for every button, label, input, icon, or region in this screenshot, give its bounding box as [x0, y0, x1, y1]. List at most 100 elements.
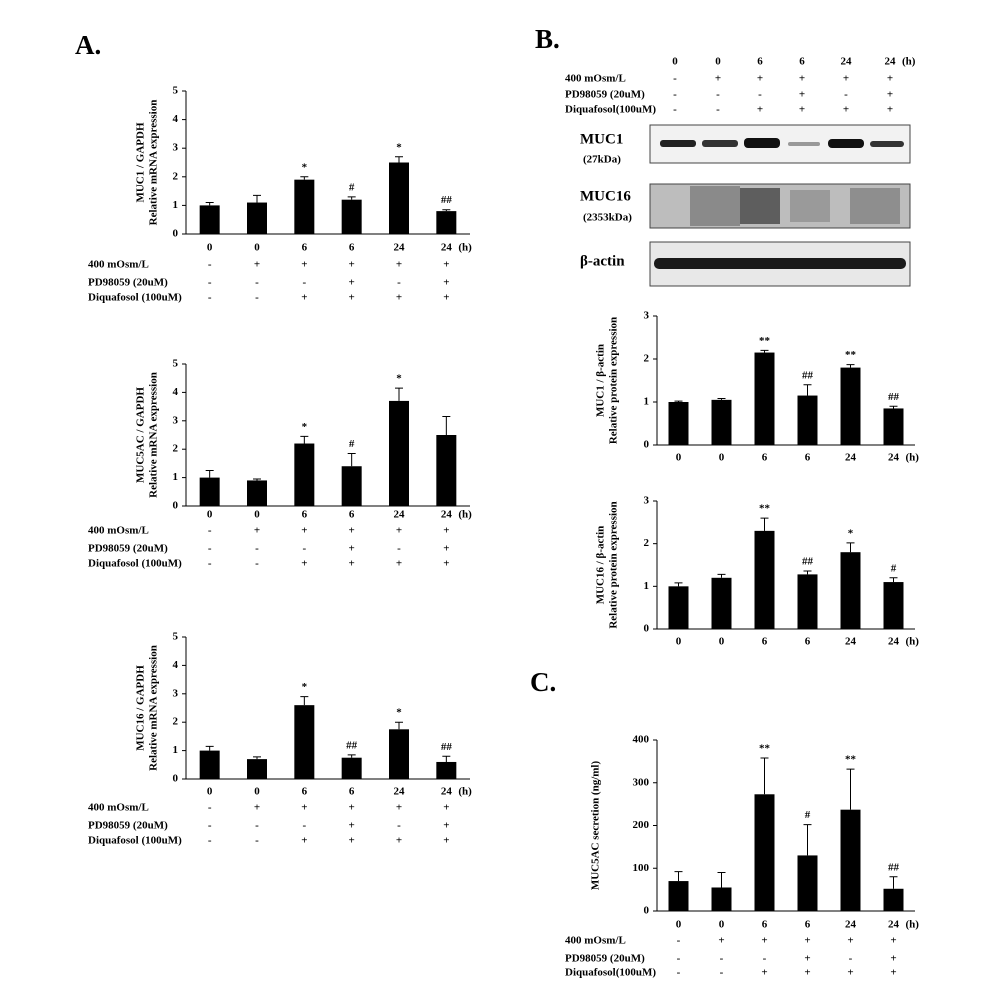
- condition-sign: +: [349, 292, 355, 304]
- bar: [797, 395, 818, 445]
- x-tick-label: 6: [302, 242, 308, 254]
- condition-sign: +: [443, 802, 449, 814]
- error-bar: [347, 196, 356, 200]
- x-tick-label: 24: [845, 452, 857, 464]
- y-tick-label: 0: [644, 905, 650, 917]
- condition-sign: -: [397, 277, 401, 289]
- y-tick-label: 2: [173, 170, 179, 182]
- condition-sign: +: [804, 935, 810, 947]
- condition-sign: +: [847, 935, 853, 947]
- x-tick-label: 6: [349, 242, 355, 254]
- condition-sign: +: [799, 104, 805, 116]
- error-bar: [674, 871, 683, 882]
- panel-label: B.: [535, 24, 560, 54]
- condition-sign: +: [349, 259, 355, 271]
- y-tick-label: 1: [173, 744, 179, 756]
- condition-sign: -: [397, 820, 401, 832]
- x-tick-label: 0: [207, 786, 213, 798]
- condition-label: Diquafosol (100uM): [88, 835, 182, 847]
- condition-sign: -: [302, 820, 306, 832]
- condition-sign: +: [443, 259, 449, 271]
- bar: [199, 477, 220, 506]
- x-tick-label: 0: [676, 636, 682, 648]
- x-tick-label: 0: [719, 452, 725, 464]
- x-tick-label: 0: [254, 242, 260, 254]
- condition-sign: -: [208, 802, 212, 814]
- y-tick-label: 3: [644, 495, 650, 507]
- bar: [883, 582, 904, 629]
- condition-sign: +: [301, 525, 307, 537]
- condition-sign: +: [349, 802, 355, 814]
- significance-mark: **: [845, 349, 857, 361]
- x-tick-label: 24: [888, 919, 900, 931]
- y-axis-label: MUC16 / GAPDH: [135, 665, 147, 751]
- error-bar: [253, 478, 261, 481]
- x-tick-label: 24: [845, 919, 857, 931]
- bar: [711, 399, 732, 445]
- error-bar: [760, 517, 769, 531]
- condition-sign: -: [677, 953, 681, 965]
- x-tick-label: 0: [719, 636, 725, 648]
- condition-sign: -: [673, 89, 677, 101]
- blot-smear: [790, 190, 830, 222]
- condition-sign: -: [255, 820, 259, 832]
- significance-mark: *: [302, 421, 308, 433]
- x-tick-label: 0: [254, 786, 260, 798]
- significance-mark: **: [759, 335, 771, 347]
- x-unit: (h): [458, 242, 472, 254]
- condition-sign: +: [254, 525, 260, 537]
- blot-row-label: β-actin: [580, 253, 625, 269]
- condition-sign: +: [349, 525, 355, 537]
- condition-sign: +: [718, 935, 724, 947]
- condition-sign: +: [396, 292, 402, 304]
- significance-mark: *: [396, 707, 402, 719]
- bar: [436, 761, 457, 779]
- bar: [199, 205, 220, 234]
- condition-sign: -: [677, 967, 681, 979]
- y-axis-label: MUC1 / GAPDH: [135, 122, 147, 202]
- error-bar: [846, 364, 855, 368]
- panel-label: A.: [75, 30, 101, 60]
- y-tick-label: 0: [173, 228, 179, 240]
- x-unit: (h): [458, 509, 472, 521]
- condition-sign: -: [302, 277, 306, 289]
- y-axis-label: MUC5AC / GAPDH: [135, 387, 147, 483]
- y-axis-label: Relative mRNA expression: [148, 100, 160, 226]
- blot-smear: [850, 188, 900, 224]
- error-bar: [846, 768, 855, 810]
- condition-sign: -: [255, 558, 259, 570]
- y-tick-label: 3: [173, 687, 179, 699]
- bar: [247, 480, 267, 506]
- condition-sign: -: [758, 89, 762, 101]
- bar: [840, 552, 861, 629]
- blot-images: [649, 124, 911, 287]
- condition-sign: -: [763, 953, 767, 965]
- condition-sign: +: [443, 543, 449, 555]
- error-bar: [803, 570, 812, 575]
- bar: [294, 443, 315, 506]
- bar: [797, 574, 818, 629]
- bar: [754, 530, 775, 629]
- x-tick-label: 6: [805, 452, 811, 464]
- error-bar: [846, 542, 855, 553]
- condition-sign: +: [847, 967, 853, 979]
- condition-label: 400 mOsm/L: [88, 525, 149, 537]
- error-bar: [347, 452, 356, 467]
- blot-unit: (h): [902, 56, 916, 68]
- x-unit: (h): [906, 919, 920, 931]
- condition-sign: +: [443, 525, 449, 537]
- x-tick-label: 24: [394, 242, 406, 254]
- condition-sign: +: [349, 277, 355, 289]
- condition-sign: -: [208, 835, 212, 847]
- error-bar: [717, 398, 726, 400]
- blot-time: 0: [672, 56, 678, 68]
- bar: [389, 400, 409, 506]
- y-tick-label: 1: [644, 396, 650, 408]
- bar: [711, 577, 732, 629]
- error-bar: [395, 721, 403, 730]
- condition-sign: -: [720, 953, 724, 965]
- bar: [294, 705, 315, 779]
- condition-sign: -: [716, 104, 720, 116]
- bar: [840, 367, 861, 445]
- condition-label: Diquafosol(100uM): [565, 104, 656, 116]
